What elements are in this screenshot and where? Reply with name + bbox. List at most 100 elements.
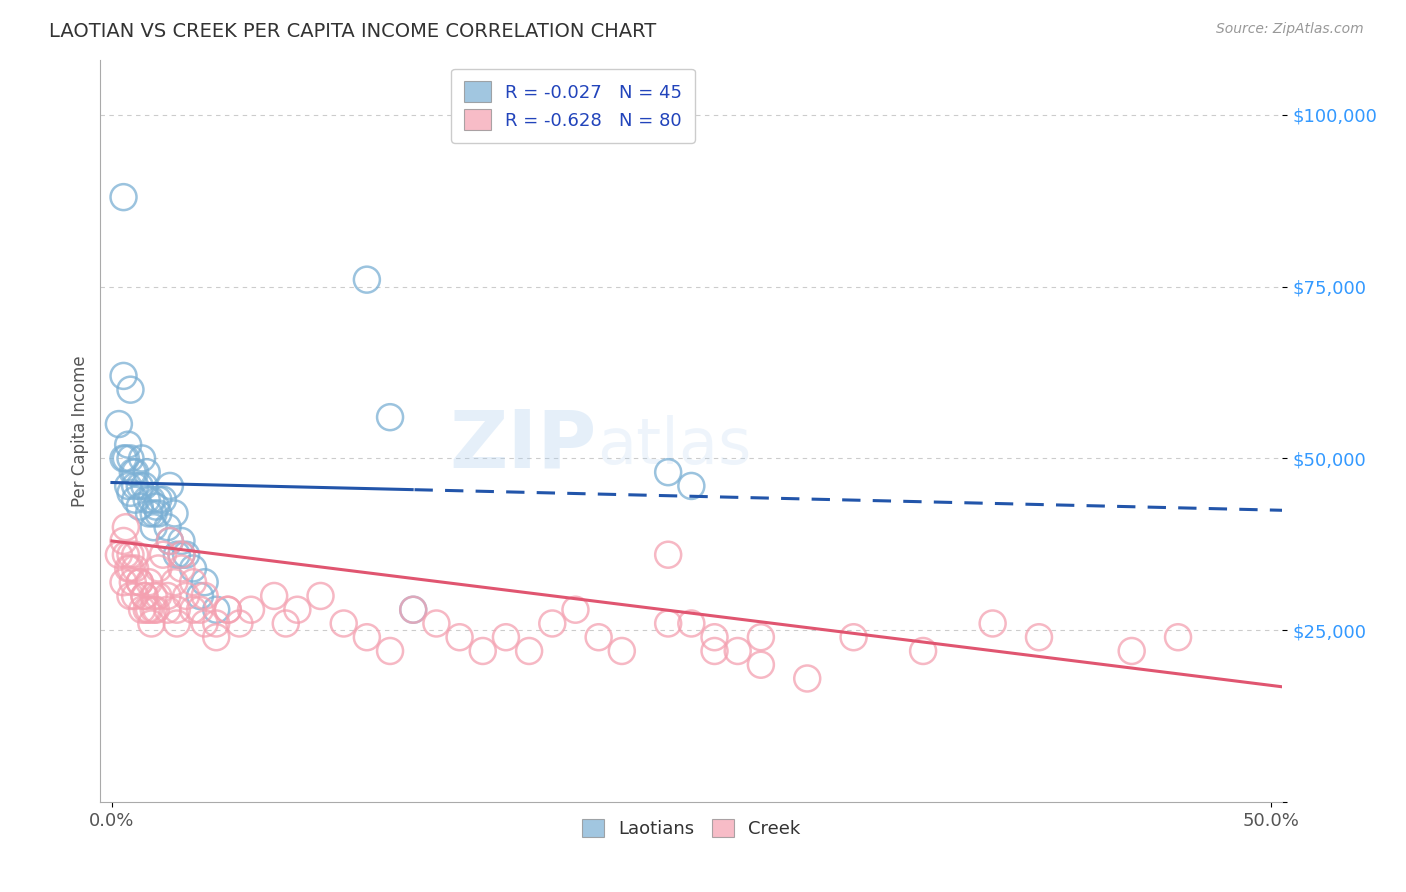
Point	[681, 479, 703, 493]
Point	[120, 383, 142, 397]
Point	[170, 548, 193, 562]
Point	[163, 507, 186, 521]
Point	[274, 616, 297, 631]
Point	[181, 561, 204, 575]
Point	[425, 616, 447, 631]
Point	[174, 548, 197, 562]
Point	[285, 603, 308, 617]
Point	[194, 589, 217, 603]
Point	[703, 644, 725, 658]
Point	[108, 417, 131, 431]
Point	[517, 644, 540, 658]
Legend: Laotians, Creek: Laotians, Creek	[575, 812, 808, 846]
Point	[749, 657, 772, 672]
Point	[263, 589, 285, 603]
Point	[1121, 644, 1143, 658]
Point	[156, 589, 179, 603]
Point	[148, 492, 170, 507]
Point	[134, 479, 156, 493]
Point	[749, 630, 772, 644]
Point	[912, 644, 935, 658]
Point	[121, 575, 143, 590]
Point	[166, 603, 188, 617]
Point	[120, 561, 142, 575]
Point	[124, 561, 146, 575]
Point	[141, 616, 163, 631]
Text: atlas: atlas	[596, 415, 751, 477]
Point	[128, 479, 150, 493]
Point	[142, 589, 165, 603]
Point	[121, 465, 143, 479]
Point	[112, 368, 135, 383]
Point	[309, 589, 332, 603]
Point	[449, 630, 471, 644]
Point	[112, 190, 135, 204]
Point	[217, 603, 239, 617]
Text: ZIP: ZIP	[450, 407, 596, 484]
Point	[981, 616, 1004, 631]
Point	[145, 500, 167, 514]
Text: LAOTIAN VS CREEK PER CAPITA INCOME CORRELATION CHART: LAOTIAN VS CREEK PER CAPITA INCOME CORRE…	[49, 22, 657, 41]
Point	[115, 548, 138, 562]
Point	[120, 589, 142, 603]
Point	[131, 451, 153, 466]
Point	[156, 603, 179, 617]
Point	[681, 616, 703, 631]
Point	[610, 644, 633, 658]
Point	[135, 492, 157, 507]
Point	[402, 603, 425, 617]
Point	[142, 603, 165, 617]
Point	[194, 616, 217, 631]
Point	[657, 465, 679, 479]
Y-axis label: Per Capita Income: Per Capita Income	[72, 355, 89, 507]
Point	[112, 451, 135, 466]
Point	[332, 616, 354, 631]
Point	[356, 630, 378, 644]
Point	[842, 630, 865, 644]
Point	[205, 616, 228, 631]
Point	[217, 603, 239, 617]
Point	[588, 630, 610, 644]
Point	[174, 589, 197, 603]
Point	[115, 451, 138, 466]
Point	[159, 533, 181, 548]
Point	[166, 548, 188, 562]
Point	[1028, 630, 1050, 644]
Point	[181, 603, 204, 617]
Point	[128, 575, 150, 590]
Point	[142, 520, 165, 534]
Point	[378, 644, 401, 658]
Point	[170, 533, 193, 548]
Point	[131, 603, 153, 617]
Point	[120, 548, 142, 562]
Point	[159, 479, 181, 493]
Point	[124, 492, 146, 507]
Point	[796, 672, 818, 686]
Point	[124, 465, 146, 479]
Point	[181, 575, 204, 590]
Point	[703, 630, 725, 644]
Point	[138, 603, 160, 617]
Point	[541, 616, 564, 631]
Point	[356, 273, 378, 287]
Point	[108, 548, 131, 562]
Point	[402, 603, 425, 617]
Point	[228, 616, 250, 631]
Point	[120, 451, 142, 466]
Point	[727, 644, 749, 658]
Point	[135, 465, 157, 479]
Point	[159, 533, 181, 548]
Point	[134, 589, 156, 603]
Point	[148, 507, 170, 521]
Point	[166, 616, 188, 631]
Text: Source: ZipAtlas.com: Source: ZipAtlas.com	[1216, 22, 1364, 37]
Point	[128, 575, 150, 590]
Point	[657, 616, 679, 631]
Point	[124, 589, 146, 603]
Point	[205, 630, 228, 644]
Point	[188, 603, 211, 617]
Point	[135, 603, 157, 617]
Point	[188, 589, 211, 603]
Point	[170, 548, 193, 562]
Point	[170, 561, 193, 575]
